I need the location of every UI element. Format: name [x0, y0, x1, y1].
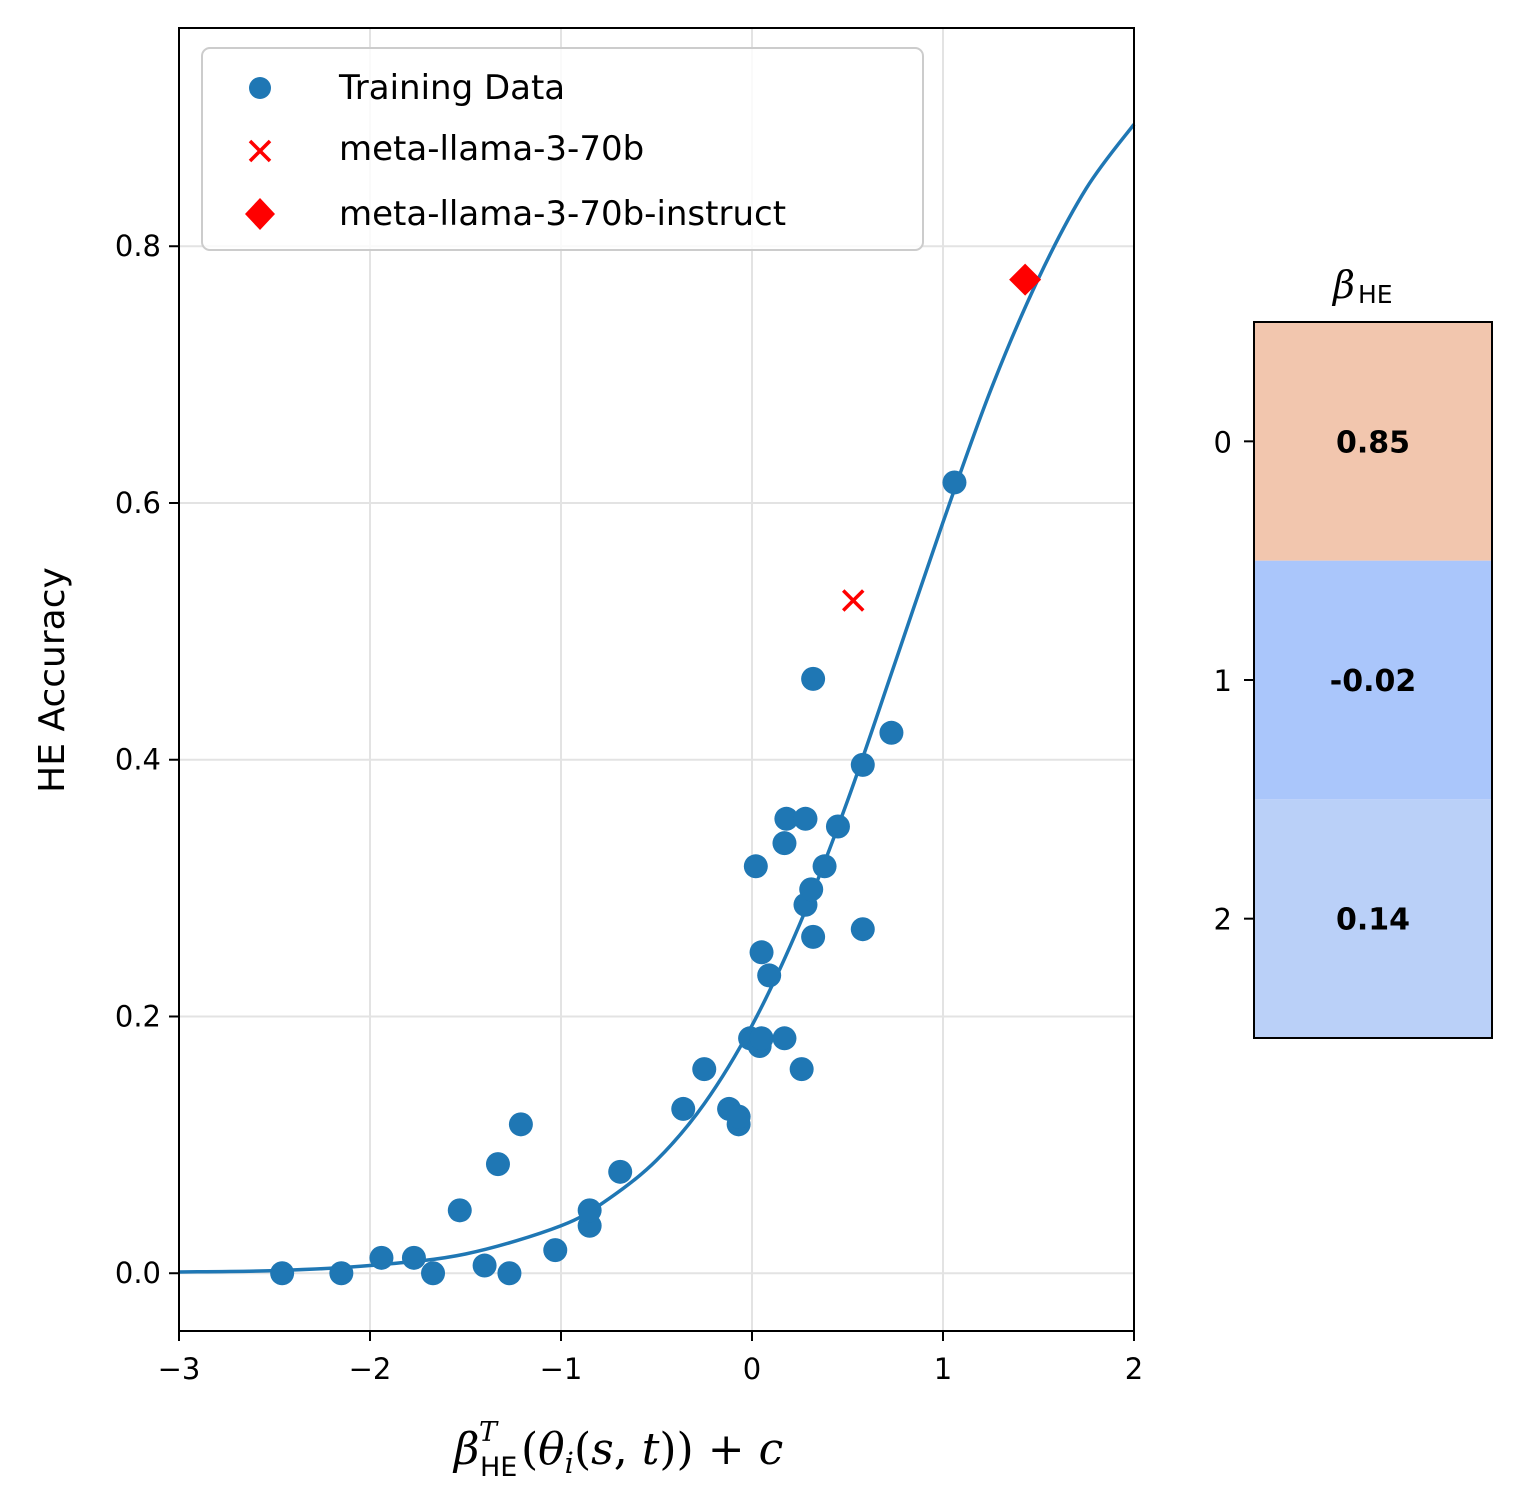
data-point-training	[942, 470, 967, 495]
data-point-training	[749, 940, 774, 965]
heatmap-cell-2	[1254, 799, 1492, 1038]
sigmoid-fit-curve	[178, 123, 1136, 1274]
data-point-training	[447, 1198, 472, 1223]
legend-box	[201, 47, 924, 251]
legend-label-llama-70b: meta-llama-3-70b	[339, 129, 644, 169]
x-tick-label: 1	[934, 1352, 952, 1386]
y-axis: 0.0 0.2 0.4 0.6 0.8	[115, 229, 179, 1290]
data-point-training	[825, 814, 850, 839]
heatmap-row-label-0: 0	[1214, 425, 1232, 459]
x-tick-label: −2	[349, 1352, 392, 1386]
y-tick-label: 0.6	[115, 486, 161, 520]
heatmap-cell-value-0: 0.85	[1336, 425, 1410, 460]
heatmap-row-label-2: 2	[1214, 903, 1232, 937]
data-point-training	[789, 1057, 814, 1082]
data-point-training	[543, 1238, 568, 1263]
legend-label-training-data: Training Data	[338, 68, 565, 108]
y-tick-label: 0.4	[115, 743, 161, 777]
y-tick-label: 0.8	[115, 229, 161, 263]
plot-frame	[178, 27, 1135, 1332]
y-tick-label: 0.2	[115, 999, 161, 1033]
data-point-llama-70b-instruct	[1009, 263, 1042, 296]
data-point-training	[270, 1261, 295, 1286]
data-point-training	[421, 1261, 446, 1286]
data-point-training	[793, 806, 818, 831]
data-point-training	[692, 1057, 717, 1082]
x-tick-label: −1	[540, 1352, 583, 1386]
svg-text:β: β	[1331, 263, 1355, 307]
heatmap-cell-0	[1254, 322, 1492, 561]
data-point-training	[743, 854, 768, 879]
data-point-training	[879, 720, 904, 745]
heatmap-title: β HE	[1331, 263, 1393, 309]
svg-text:β: β	[452, 1424, 479, 1475]
data-point-training	[757, 963, 782, 988]
data-point-training	[850, 752, 875, 777]
data-point-training	[801, 924, 826, 949]
legend-marker-llama-70b-instruct	[245, 198, 275, 230]
data-point-training	[608, 1159, 633, 1184]
legend: Training Data meta-llama-3-70b meta-llam…	[201, 47, 924, 251]
data-point-llama-70b	[841, 589, 865, 612]
fit-curve-layer	[178, 123, 1136, 1274]
data-point-training	[749, 1026, 774, 1051]
x-tick-label: 2	[1125, 1352, 1143, 1386]
data-points-layer	[270, 263, 1042, 1286]
data-point-training	[497, 1261, 522, 1286]
data-point-training	[850, 917, 875, 942]
x-tick-label: 0	[743, 1352, 761, 1386]
data-point-training	[401, 1245, 426, 1270]
data-point-training	[577, 1198, 602, 1223]
heatmap-cells: 0.85 0 -0.02 1 0.14 2	[1214, 322, 1492, 1038]
beta-heatmap: β HE 0.85 0 -0.02 1 0.14 2	[1214, 263, 1493, 1039]
y-tick-label: 0.0	[115, 1256, 161, 1290]
data-point-training	[772, 1026, 797, 1051]
data-point-training	[774, 806, 799, 831]
legend-marker-llama-70b	[248, 139, 272, 163]
x-axis: −3 −2 −1 0 1 2	[158, 1331, 1143, 1386]
data-point-training	[472, 1253, 497, 1278]
data-point-training	[671, 1096, 696, 1121]
heatmap-cell-1	[1254, 560, 1492, 800]
heatmap-cell-value-1: -0.02	[1330, 664, 1416, 699]
legend-marker-training-data	[249, 77, 271, 99]
data-point-training	[799, 877, 824, 902]
heatmap-cell-value-2: 0.14	[1336, 903, 1410, 938]
data-point-training	[508, 1112, 533, 1137]
data-point-training	[772, 831, 797, 856]
data-point-training	[801, 666, 826, 691]
x-axis-title: β T HE (θi(s, t)) + c	[452, 1417, 783, 1483]
scatter-plot: −3 −2 −1 0 1 2 0.0 0.2 0.4 0.6 0.8 HE Accuracy β …	[32, 27, 1143, 1483]
heatmap-frame	[1253, 321, 1493, 1039]
data-point-training	[812, 854, 837, 879]
svg-text:HE: HE	[480, 1452, 517, 1483]
data-point-training	[369, 1245, 394, 1270]
legend-label-llama-70b-instruct: meta-llama-3-70b-instruct	[339, 194, 786, 234]
svg-text:(θi(s, t)) + c: (θi(s, t)) + c	[521, 1424, 783, 1480]
heatmap-row-label-1: 1	[1214, 664, 1232, 698]
x-tick-label: −3	[158, 1352, 201, 1386]
data-point-training	[726, 1104, 751, 1129]
data-point-training	[329, 1261, 354, 1286]
svg-text:HE: HE	[1358, 280, 1393, 309]
data-point-training	[485, 1152, 510, 1177]
y-axis-title: HE Accuracy	[32, 567, 73, 793]
svg-text:T: T	[479, 1417, 499, 1448]
